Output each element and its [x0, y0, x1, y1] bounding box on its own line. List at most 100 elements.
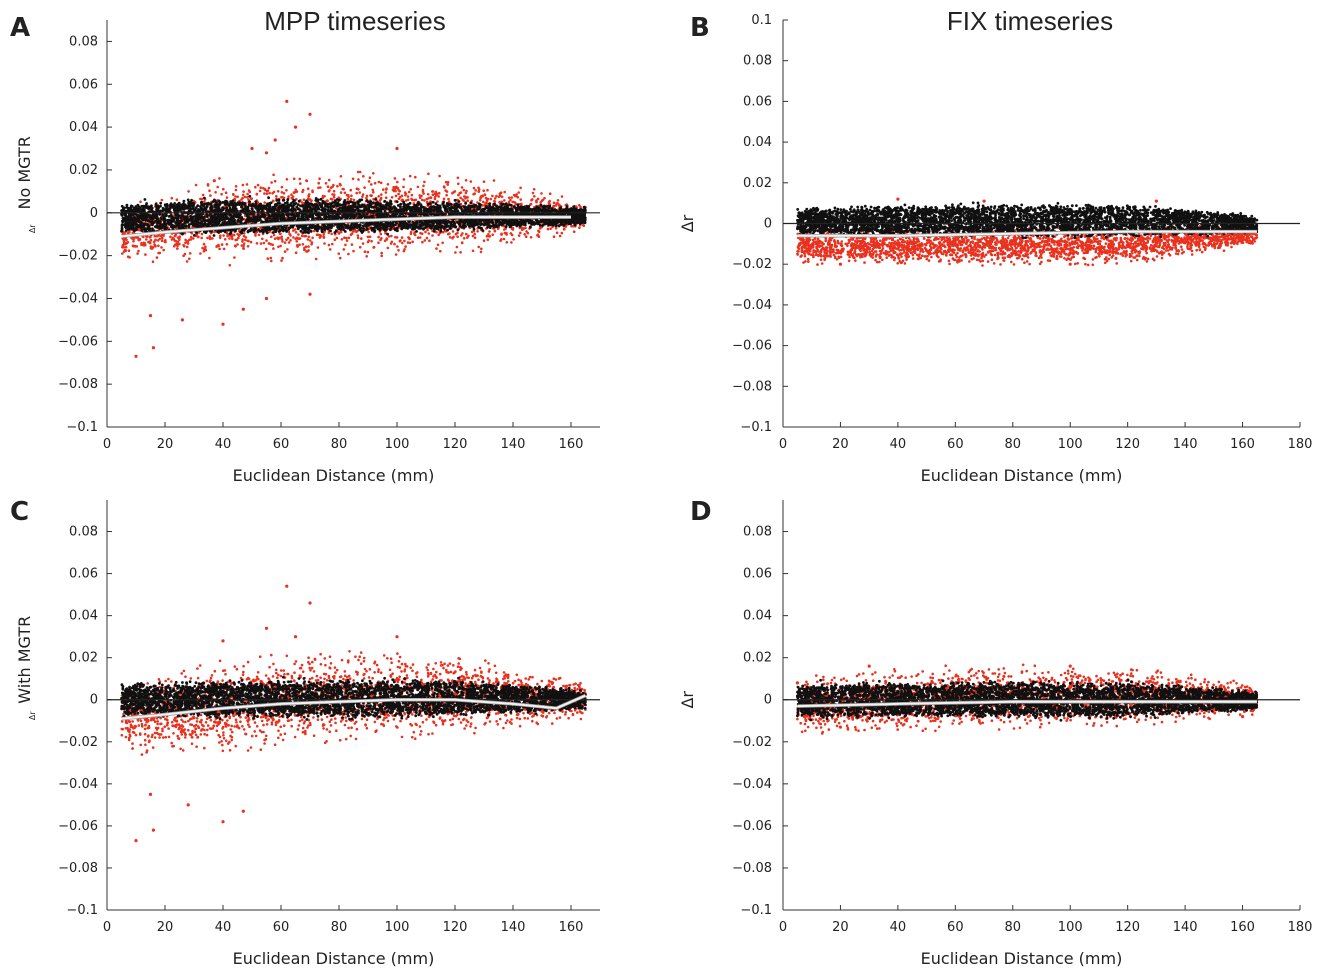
data-point-black: [267, 214, 271, 217]
data-point-red: [478, 199, 482, 202]
data-point-red: [503, 190, 507, 194]
data-point-red: [372, 172, 375, 175]
y-tick-label: 0: [90, 206, 98, 221]
data-point-black: [374, 198, 378, 201]
data-point-red: [301, 202, 305, 205]
data-point-red: [296, 245, 299, 248]
data-point-red: [281, 256, 284, 260]
data-point-red: [299, 182, 302, 185]
data-point-red: [540, 192, 543, 195]
data-point-red: [246, 192, 249, 196]
data-point-red: [456, 176, 460, 180]
data-point-red: [303, 234, 306, 238]
data-point-red: [347, 252, 350, 256]
data-point-red: [510, 241, 513, 244]
y-tick-label: 0.02: [69, 163, 98, 178]
data-point-red: [397, 189, 401, 192]
panel-letter-c: C: [10, 497, 29, 527]
data-point-red: [460, 186, 464, 189]
data-point-red: [308, 239, 312, 242]
data-point-red: [372, 190, 375, 194]
data-point-red: [397, 192, 400, 196]
data-point-black: [342, 228, 345, 232]
data-point-red: [510, 196, 514, 199]
data-point-red: [416, 236, 420, 239]
data-point-red: [316, 246, 320, 249]
data-point-red: [206, 183, 210, 186]
data-point-black: [251, 204, 255, 208]
data-point-red: [536, 233, 540, 236]
data-point-red: [342, 248, 346, 251]
data-point-black: [431, 200, 435, 204]
data-point-red: [347, 236, 351, 240]
data-point-red: [578, 203, 581, 207]
data-point-red: [280, 185, 284, 189]
data-point-red: [366, 250, 370, 254]
data-point-red: [463, 195, 466, 198]
data-point-red: [322, 233, 326, 236]
data-point-red: [200, 236, 203, 240]
data-point-red: [373, 181, 377, 185]
data-point-red: [379, 232, 383, 236]
data-point-red: [562, 228, 566, 231]
data-point-red: [263, 192, 266, 195]
data-point-red: [350, 243, 354, 246]
data-point-red: [444, 189, 448, 192]
data-point-red: [436, 243, 440, 247]
data-point-red: [461, 198, 464, 201]
data-point-red: [335, 236, 339, 240]
data-point-red: [145, 238, 148, 241]
data-point-red: [232, 233, 236, 237]
data-point-red: [365, 194, 369, 198]
data-point-red: [263, 201, 267, 204]
data-point-red: [356, 229, 359, 233]
data-point-red: [280, 259, 283, 262]
data-point-red: [292, 177, 296, 181]
data-point-red: [433, 195, 437, 199]
data-point-red: [444, 180, 448, 184]
data-point-red: [276, 236, 279, 239]
data-point-red: [241, 193, 245, 197]
data-point-red: [485, 234, 489, 238]
data-point-black: [372, 201, 375, 205]
data-point-red: [228, 237, 231, 240]
data-point-red: [326, 185, 330, 188]
data-point-red: [473, 232, 477, 236]
data-point-red: [500, 195, 504, 199]
data-point-red: [282, 192, 286, 195]
data-point-red: [537, 229, 540, 233]
data-point-red: [480, 247, 483, 251]
data-point-red: [460, 241, 464, 244]
data-point-red: [137, 238, 141, 242]
data-point-red: [314, 257, 318, 261]
data-point-red: [560, 231, 564, 235]
data-point-red: [481, 200, 485, 204]
data-point-black: [150, 206, 154, 210]
data-point-red: [390, 234, 393, 238]
data-point-red: [331, 185, 334, 189]
data-point-red: [365, 196, 368, 200]
data-point-red: [477, 245, 481, 249]
data-point-red: [273, 179, 277, 183]
data-point-red: [307, 235, 311, 239]
data-point-red: [484, 202, 488, 205]
data-point-black: [386, 232, 389, 236]
data-point-red: [147, 240, 151, 244]
data-point-red: [269, 256, 273, 260]
data-point-red: [495, 194, 498, 198]
data-point-red: [448, 236, 452, 239]
data-point-red: [318, 177, 321, 180]
data-point-red: [516, 196, 520, 199]
data-point-red: [406, 198, 410, 201]
data-point-red: [265, 239, 268, 242]
data-point-red: [431, 190, 435, 193]
data-point-red: [404, 199, 408, 202]
data-point-black: [538, 223, 542, 227]
data-point-red: [503, 199, 506, 202]
data-point-red: [399, 239, 402, 242]
data-point-red: [472, 186, 476, 190]
data-point-red: [169, 235, 172, 239]
data-point-red: [333, 238, 337, 241]
data-point-black: [314, 217, 318, 220]
data-point-red: [390, 196, 394, 199]
